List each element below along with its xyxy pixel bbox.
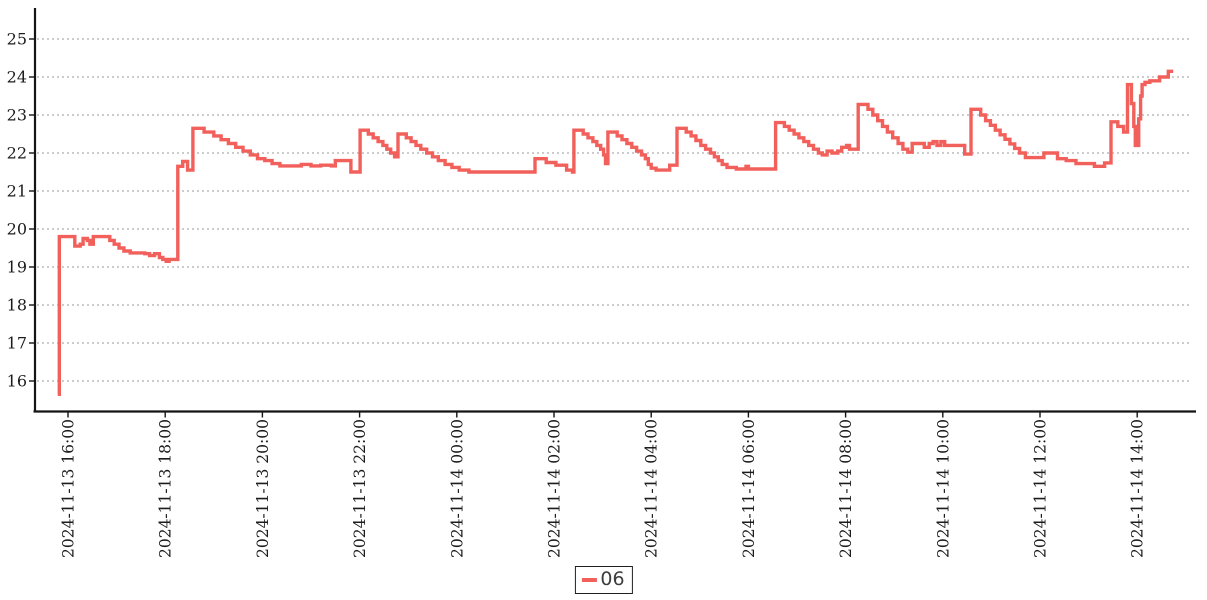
y-tick-label-25: 25 bbox=[7, 30, 27, 49]
x-tick-label: 2024-11-13 16:00 bbox=[60, 419, 78, 558]
y-tick-label-22: 22 bbox=[7, 144, 27, 163]
x-tick-label: 2024-11-14 02:00 bbox=[546, 419, 564, 558]
x-tick-label: 2024-11-13 22:00 bbox=[351, 419, 369, 558]
x-tick-label: 2024-11-14 04:00 bbox=[643, 419, 661, 558]
legend: 06 bbox=[574, 566, 633, 594]
x-tick-label: 2024-11-13 20:00 bbox=[254, 419, 272, 558]
y-tick-label-18: 18 bbox=[7, 296, 27, 315]
y-tick-label-16: 16 bbox=[7, 372, 27, 391]
y-tick-label-21: 21 bbox=[7, 182, 27, 201]
x-tick-label: 2024-11-14 10:00 bbox=[934, 419, 952, 558]
y-tick-label-23: 23 bbox=[7, 106, 27, 125]
legend-series-label: 06 bbox=[600, 568, 625, 590]
y-tick-label-24: 24 bbox=[7, 68, 27, 87]
x-tick-label: 2024-11-13 18:00 bbox=[157, 419, 175, 558]
legend-series-swatch bbox=[581, 577, 597, 582]
x-tick-label: 2024-11-14 12:00 bbox=[1032, 419, 1050, 558]
x-tick-label: 2024-11-14 06:00 bbox=[740, 419, 758, 558]
y-tick-label-17: 17 bbox=[7, 334, 27, 353]
x-tick-label: 2024-11-14 00:00 bbox=[448, 419, 466, 558]
x-tick-label: 2024-11-14 14:00 bbox=[1129, 419, 1147, 558]
x-tick-label: 2024-11-14 08:00 bbox=[837, 419, 855, 558]
y-tick-label-19: 19 bbox=[7, 258, 27, 277]
series-line-06 bbox=[57, 69, 1174, 396]
y-tick-label-20: 20 bbox=[7, 220, 27, 239]
